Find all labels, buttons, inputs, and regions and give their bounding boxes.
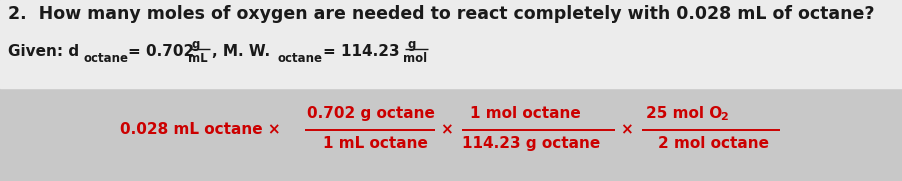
Text: 1 mL octane: 1 mL octane — [323, 136, 428, 151]
Text: 25 mol O: 25 mol O — [646, 106, 723, 121]
Text: = 114.23: = 114.23 — [323, 44, 400, 59]
Text: 2 mol octane: 2 mol octane — [658, 136, 769, 151]
Text: 0.702 g octane: 0.702 g octane — [307, 106, 435, 121]
Text: = 0.702: = 0.702 — [128, 44, 194, 59]
Text: g: g — [408, 38, 417, 51]
Text: g: g — [192, 38, 200, 51]
Text: 2: 2 — [720, 112, 728, 122]
Text: Given: d: Given: d — [8, 44, 79, 59]
Text: 0.028 mL octane ×: 0.028 mL octane × — [120, 122, 281, 137]
Text: 1 mol octane: 1 mol octane — [470, 106, 581, 121]
Text: mL: mL — [188, 52, 207, 65]
Bar — [0, 0, 902, 88]
Text: octane: octane — [84, 52, 129, 65]
Text: mol: mol — [403, 52, 428, 65]
Text: ×: × — [620, 122, 632, 137]
Text: 114.23 g octane: 114.23 g octane — [462, 136, 600, 151]
Text: octane: octane — [278, 52, 323, 65]
Text: , M. W.: , M. W. — [212, 44, 270, 59]
Text: ×: × — [440, 122, 453, 137]
Text: 2.  How many moles of oxygen are needed to react completely with 0.028 mL of oct: 2. How many moles of oxygen are needed t… — [8, 5, 875, 23]
